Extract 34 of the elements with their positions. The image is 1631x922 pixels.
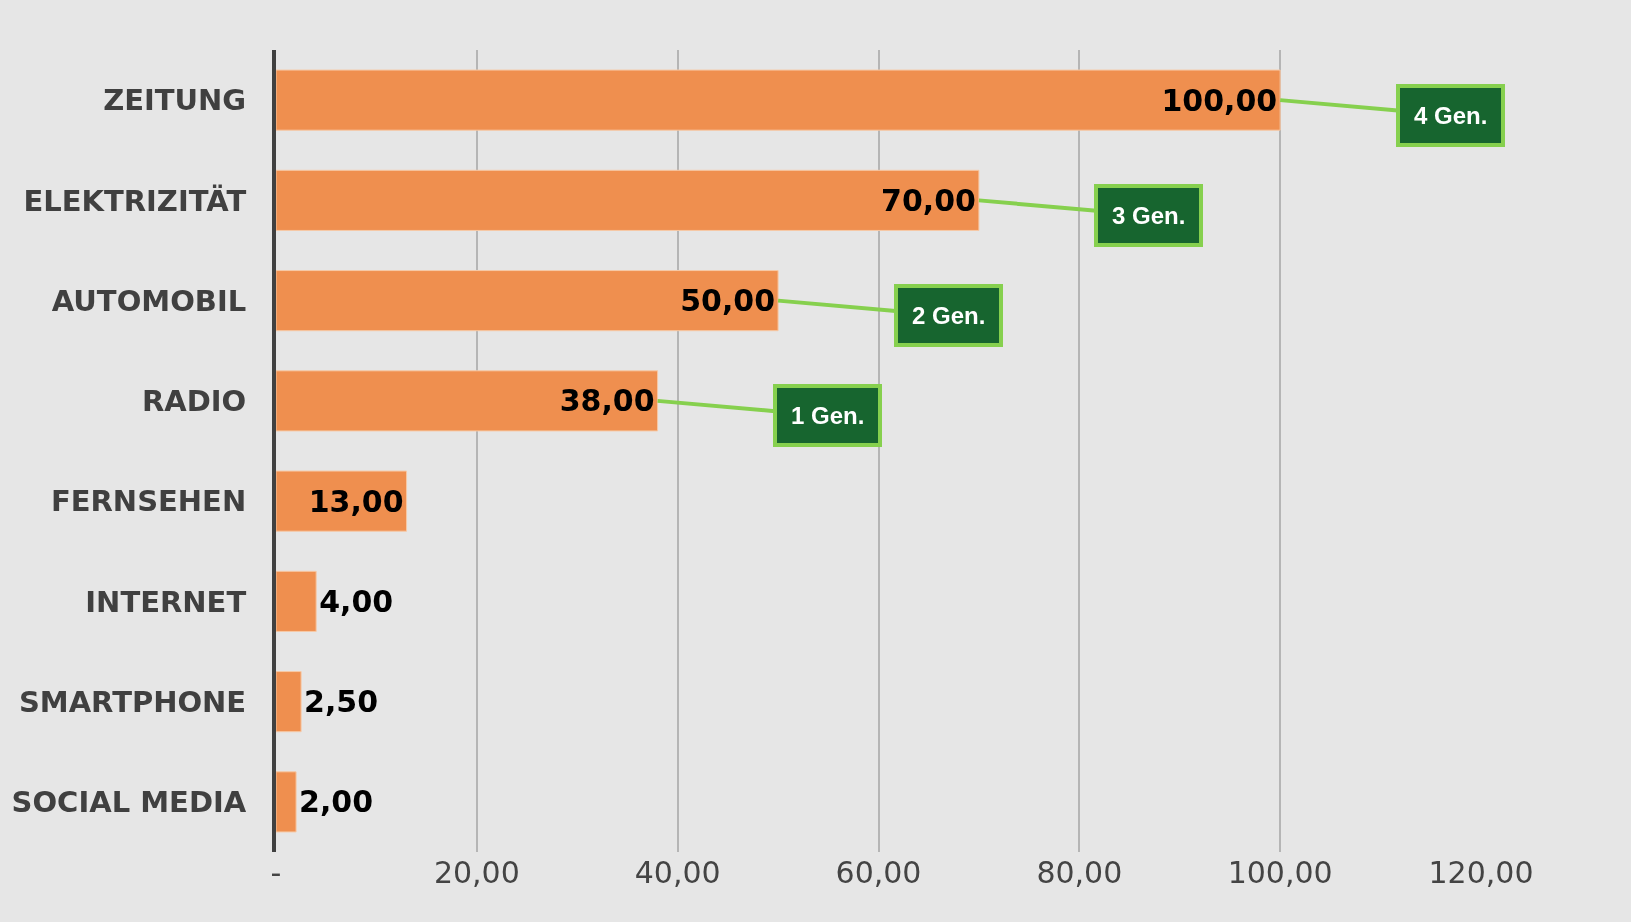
bar [276, 370, 659, 432]
x-tick-label: 20,00 [433, 855, 520, 890]
x-tick-label: 40,00 [634, 855, 721, 890]
y-tick-label: ELEKTRIZITÄT [23, 183, 247, 218]
annotation: 4 Gen. [1414, 102, 1488, 129]
y-tick-label: RADIO [141, 384, 247, 419]
bar [276, 270, 779, 332]
y-tick-label: FERNSEHEN [50, 484, 247, 519]
x-tick-label: 100,00 [1227, 855, 1333, 890]
x-tick-label: - [270, 855, 282, 890]
data-label: 100,00 [1161, 82, 1278, 118]
data-label: 4,00 [319, 583, 394, 619]
annotation: 2 Gen. [912, 302, 986, 329]
data-label: 50,00 [680, 283, 776, 319]
data-label: 2,00 [299, 784, 374, 820]
x-tick-label: 60,00 [835, 855, 922, 890]
bar [276, 570, 317, 632]
data-label: 2,50 [304, 684, 379, 720]
annotation: 3 Gen. [1112, 202, 1186, 229]
y-tick-label: SOCIAL MEDIA [11, 785, 247, 820]
bar [276, 69, 1281, 131]
y-tick-label: SMARTPHONE [18, 684, 247, 719]
data-label: 13,00 [308, 483, 404, 519]
y-tick-label: AUTOMOBIL [51, 283, 247, 318]
x-tick-label: 80,00 [1036, 855, 1123, 890]
data-label: 38,00 [559, 383, 655, 419]
y-tick-label: ZEITUNG [103, 83, 247, 118]
y-tick-label: INTERNET [85, 584, 247, 619]
data-label: 70,00 [881, 182, 976, 218]
x-tick-label: 120,00 [1428, 855, 1534, 890]
bar [276, 771, 297, 833]
bar [276, 169, 980, 231]
bar [276, 671, 302, 733]
annotation: 1 Gen. [791, 402, 865, 429]
